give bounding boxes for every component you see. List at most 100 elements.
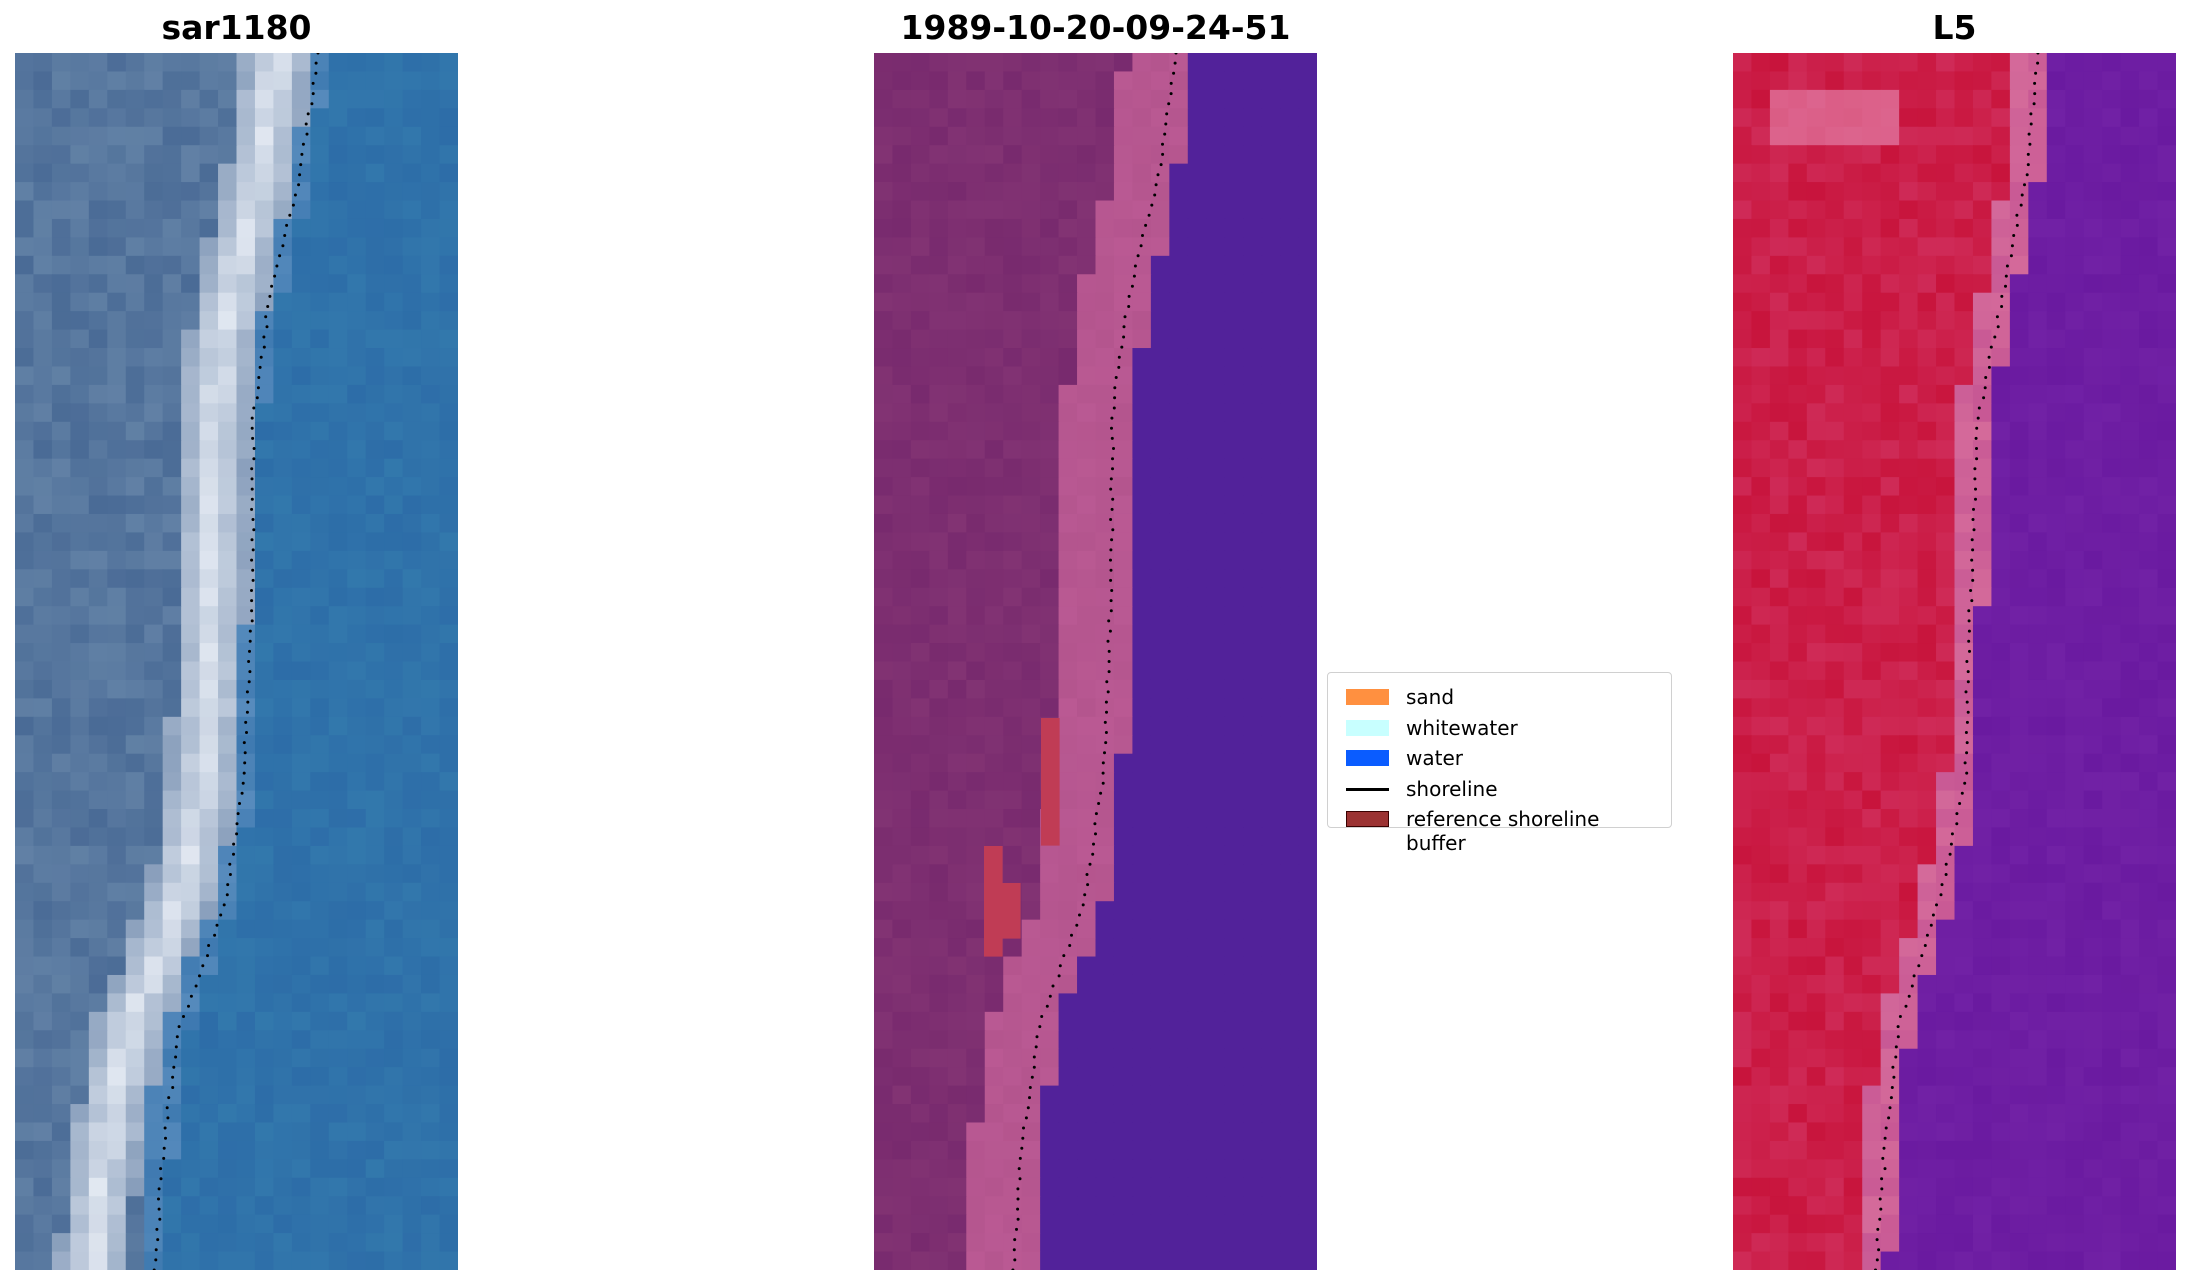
shoreline-point <box>174 1055 178 1059</box>
shoreline-point <box>1989 345 1993 349</box>
shoreline-point <box>1016 1187 1020 1191</box>
shoreline-point <box>154 1258 158 1262</box>
shoreline-point <box>1159 163 1163 167</box>
shoreline-point <box>1016 1207 1020 1211</box>
shoreline-point <box>293 193 297 197</box>
shoreline-point <box>177 1025 181 1029</box>
shoreline-point <box>245 690 249 694</box>
shoreline-point <box>1944 873 1948 876</box>
shoreline-point <box>1068 944 1072 947</box>
shoreline-point <box>258 365 262 369</box>
shoreline-point <box>1139 244 1143 248</box>
legend-line-shoreline <box>1346 787 1389 791</box>
shoreline-point <box>198 974 201 978</box>
shoreline-point <box>162 1156 166 1160</box>
shoreline-point <box>259 355 263 359</box>
shoreline-point <box>1970 599 1974 603</box>
shoreline-point <box>1083 893 1087 897</box>
shoreline-point <box>1949 842 1953 846</box>
shoreline-point <box>1122 335 1126 339</box>
shoreline-point <box>201 964 205 968</box>
shoreline-point <box>213 933 217 937</box>
shoreline-point <box>1884 1126 1888 1130</box>
legend-swatch-reference-buffer <box>1346 811 1389 827</box>
shoreline-point <box>252 447 256 450</box>
shoreline-point <box>240 791 244 795</box>
shoreline-point <box>1974 487 1977 491</box>
shoreline-point <box>1147 213 1151 217</box>
false-color-image <box>1733 53 2176 1270</box>
shoreline-point <box>311 92 315 96</box>
shoreline-point <box>248 639 252 643</box>
shoreline-point <box>1163 132 1167 136</box>
shoreline-point <box>1975 426 1979 430</box>
shoreline-point <box>1127 305 1131 308</box>
shoreline-point <box>1977 406 1981 410</box>
shoreline-point <box>1107 619 1111 623</box>
shoreline-point <box>250 477 254 481</box>
shoreline-point <box>1965 700 1969 704</box>
shoreline-point <box>2026 163 2030 167</box>
shoreline-point <box>228 873 232 876</box>
shoreline-point <box>1966 710 1970 714</box>
shoreline-point <box>1967 609 1971 613</box>
shoreline-point <box>1101 771 1105 775</box>
shoreline-point <box>1964 690 1968 694</box>
shoreline-point <box>155 1227 159 1231</box>
shoreline-point <box>222 903 226 907</box>
shoreline-point <box>219 913 223 917</box>
shoreline-point <box>2004 274 2008 278</box>
shoreline-point <box>1109 568 1113 572</box>
shoreline-point <box>1966 670 1970 674</box>
shoreline-point <box>281 244 285 248</box>
shoreline-point <box>291 203 295 207</box>
shoreline-point <box>1890 1086 1894 1089</box>
shoreline-point <box>1122 325 1126 329</box>
shoreline-point <box>1015 1227 1018 1231</box>
shoreline-point <box>1161 152 1165 156</box>
shoreline-point <box>250 487 254 491</box>
shoreline-point <box>1101 781 1105 785</box>
shoreline-point <box>1958 802 1962 805</box>
shoreline-point <box>1133 264 1137 268</box>
shoreline-point <box>243 761 247 765</box>
shoreline-point <box>1948 852 1952 856</box>
shoreline-point <box>2029 112 2033 116</box>
shoreline-point <box>174 1045 178 1049</box>
shoreline-point <box>1110 436 1114 440</box>
shoreline-point <box>301 142 305 146</box>
shoreline-point <box>1880 1187 1884 1191</box>
shoreline-point <box>1150 203 1154 207</box>
reference-buffer-patch <box>1041 718 1060 846</box>
shoreline-point <box>1048 994 1052 998</box>
shoreline-point <box>1075 923 1079 927</box>
shoreline-point <box>2004 284 2007 288</box>
shoreline-point <box>314 61 318 65</box>
shoreline-point <box>1112 447 1115 450</box>
shoreline-point <box>1944 862 1948 866</box>
shoreline-point <box>250 507 254 511</box>
shoreline-point <box>225 893 229 897</box>
shoreline-point <box>1026 1106 1030 1110</box>
shoreline-point <box>1875 1258 1879 1262</box>
shoreline-point <box>1974 436 1978 440</box>
shoreline-point <box>1975 447 1978 450</box>
shoreline-point <box>275 264 279 268</box>
shoreline-point <box>171 1075 175 1079</box>
shoreline-point <box>1113 396 1117 400</box>
shoreline-point <box>159 1167 163 1171</box>
shoreline-point <box>297 183 301 187</box>
shoreline-point <box>1955 822 1959 826</box>
shoreline-point <box>1103 751 1106 755</box>
shoreline-point <box>165 1106 169 1110</box>
shoreline-point <box>159 1177 163 1181</box>
shoreline-point <box>243 751 247 755</box>
shoreline-point <box>235 832 239 836</box>
false-color-image-panel <box>1733 53 2176 1270</box>
shoreline-point <box>1109 609 1113 613</box>
shoreline-point <box>1967 629 1971 633</box>
legend-item-whitewater: whitewater <box>1340 713 1659 744</box>
shoreline-dots <box>1874 53 2040 1270</box>
shoreline-point <box>157 1207 161 1211</box>
shoreline-point <box>250 589 253 592</box>
